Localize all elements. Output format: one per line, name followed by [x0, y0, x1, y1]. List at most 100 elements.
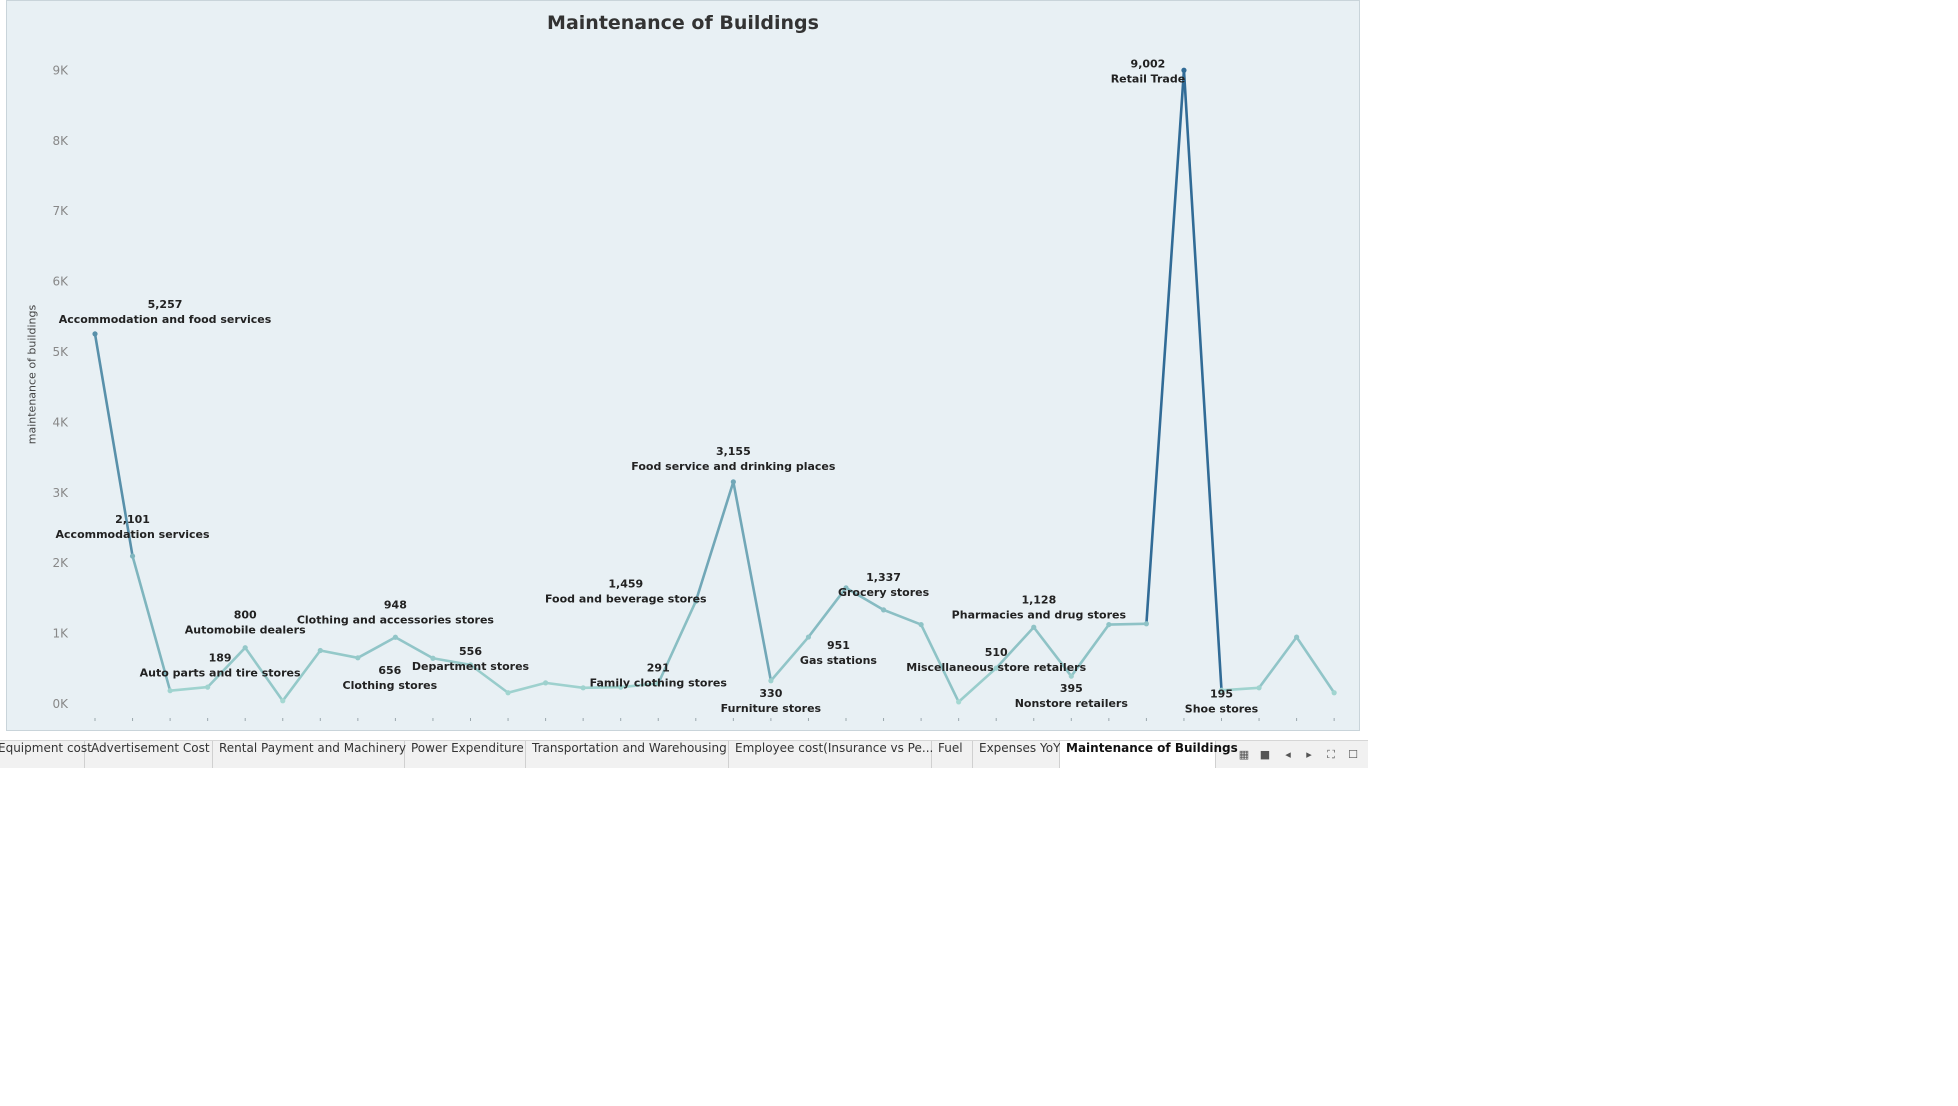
series-line-segment — [957, 666, 998, 704]
fullscreen-icon[interactable]: ⛶ — [1327, 748, 1335, 761]
data-point — [843, 585, 849, 591]
data-point — [693, 598, 699, 604]
data-point — [655, 680, 661, 687]
data-label-category: Nonstore retailers — [1015, 697, 1129, 710]
series-line-segment — [431, 656, 472, 667]
data-label-category: Gas stations — [800, 654, 877, 667]
series-line-segment — [994, 625, 1036, 670]
series-line-segment — [694, 480, 735, 603]
data-point — [918, 621, 924, 628]
sheet-tab[interactable]: Fuel — [932, 741, 973, 768]
series-line-segment — [844, 586, 885, 612]
series-line-segment — [1295, 635, 1336, 695]
data-label-value: 195 — [1210, 687, 1233, 700]
data-point — [618, 684, 624, 690]
series-line-segment — [1145, 68, 1186, 626]
data-label-value: 510 — [985, 646, 1008, 659]
presentation-icon[interactable]: ☐ — [1348, 748, 1358, 761]
series-line-segment — [544, 681, 585, 690]
series-line-segment — [206, 646, 247, 689]
series-line-segment — [769, 635, 810, 683]
data-point — [129, 553, 136, 559]
series-line-segment — [882, 608, 923, 626]
y-tick-label: 3K — [52, 486, 69, 500]
series-line-segment — [1257, 635, 1298, 690]
data-point — [580, 685, 586, 691]
data-point — [467, 662, 474, 668]
data-point — [1294, 634, 1300, 640]
sheet-tab[interactable]: Rental Payment and Machinery — [213, 741, 406, 768]
series-line-segment — [1107, 622, 1148, 626]
data-label-category: Accommodation and food services — [59, 313, 272, 326]
y-tick-label: 6K — [52, 275, 69, 289]
data-label-value: 1,337 — [866, 571, 901, 584]
series-line-segment — [732, 480, 773, 683]
data-point — [392, 634, 398, 640]
series-line-segment — [656, 599, 698, 685]
data-point — [805, 634, 812, 640]
data-label-value: 3,155 — [716, 445, 751, 458]
data-label-value: 951 — [827, 639, 850, 652]
data-label-value: 189 — [209, 652, 232, 665]
series-line-segment — [1220, 686, 1261, 692]
sheet-tab-bar: Equipment cost Advertisement Cost Rental P… — [0, 740, 1368, 768]
y-tick-label: 8K — [52, 134, 69, 148]
data-label-category: Accommodation services — [56, 528, 210, 541]
filmstrip-icon[interactable]: ■ — [1259, 748, 1271, 761]
series-line-segment — [581, 685, 623, 690]
chart-frame — [6, 0, 1360, 731]
sheet-tab[interactable]: Equipment cost — [0, 741, 92, 768]
y-tick-label: 5K — [52, 345, 69, 359]
series-line-segment — [394, 635, 435, 660]
data-label-value: 1,128 — [1021, 594, 1056, 607]
data-label-value: 1,459 — [608, 577, 643, 590]
data-label-category: Pharmacies and drug stores — [952, 609, 1127, 622]
data-label-value: 395 — [1060, 682, 1083, 695]
data-point — [92, 331, 98, 337]
data-point — [993, 665, 999, 671]
series-line-segment — [356, 635, 397, 660]
data-label-category: Automobile dealers — [185, 624, 306, 637]
data-label-category: Miscellaneous store retailers — [906, 661, 1086, 674]
sheet-tab[interactable]: Employee cost(Insurance vs Pe... — [729, 741, 933, 768]
data-point — [1218, 687, 1225, 693]
data-point — [1143, 621, 1149, 627]
series-line-segment — [919, 623, 960, 704]
data-point — [1068, 673, 1074, 679]
y-tick-label: 7K — [52, 204, 69, 218]
sheet-tab[interactable]: Power Expenditure — [405, 741, 526, 768]
data-label-category: Auto parts and tire stores — [140, 667, 301, 680]
data-label-value: 948 — [384, 598, 407, 611]
data-label-category: Clothing and accessories stores — [297, 613, 495, 626]
series-line-segment — [1032, 625, 1073, 678]
next-icon[interactable]: ▸ — [1306, 748, 1312, 761]
data-point — [880, 607, 887, 613]
data-point — [1256, 685, 1262, 691]
data-label-category: Furniture stores — [721, 702, 822, 715]
data-point — [355, 655, 361, 661]
series-line-segment — [318, 649, 360, 660]
previous-icon[interactable]: ◂ — [1285, 748, 1291, 761]
data-label-value: 330 — [759, 687, 782, 700]
data-label-category: Department stores — [412, 660, 530, 673]
sheet-tab[interactable]: Advertisement Cost — [85, 741, 213, 768]
sheet-tab[interactable]: Expenses YoY — [973, 741, 1060, 768]
data-label-value: 656 — [378, 664, 401, 677]
series-line-segment — [619, 682, 660, 689]
sheet-sorter-icon[interactable]: ▦ — [1238, 748, 1250, 761]
series-line-segment — [1070, 623, 1111, 678]
series-line-segment — [1182, 68, 1223, 692]
series-line-segment — [131, 554, 172, 692]
sheet-tab[interactable]: Transportation and Warehousing — [526, 741, 729, 768]
series-line-segment — [281, 649, 322, 703]
data-point — [242, 645, 248, 651]
data-point — [956, 699, 962, 705]
data-point — [1181, 67, 1187, 73]
sheet-tab[interactable]: Maintenance of Buildings — [1060, 741, 1238, 768]
data-label-category: Food service and drinking places — [631, 460, 836, 473]
data-point — [1106, 621, 1112, 628]
data-point — [1031, 624, 1037, 630]
series-line-segment — [243, 646, 285, 703]
data-label-category: Shoe stores — [1185, 702, 1259, 715]
y-tick-label: 4K — [52, 415, 69, 429]
